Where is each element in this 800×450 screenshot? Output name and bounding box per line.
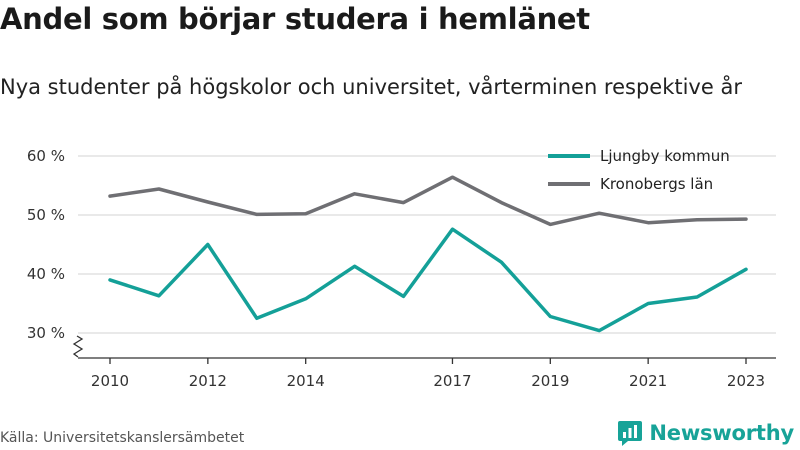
line-chart: 30 % 40 % 50 % 60 % 2010 2012 2014 2017 2019 2021… [27, 147, 776, 390]
legend-label: Kronobergs län [600, 175, 713, 193]
x-tick-label: 2017 [433, 372, 471, 390]
y-tick-label: 50 % [27, 206, 65, 224]
y-tick-label: 30 % [27, 324, 65, 342]
series-line-kronobergs-ln [108, 175, 748, 227]
brand-name: Newsworthy [649, 421, 794, 445]
x-tick-label: 2014 [287, 372, 325, 390]
x-tick-label: 2010 [91, 372, 129, 390]
chart-title: Andel som börjar studera i hemlänet [0, 2, 590, 36]
legend-label: Ljungby kommun [600, 147, 730, 165]
source-note: Källa: Universitetskanslersämbetet [0, 430, 245, 446]
y-tick-label: 40 % [27, 265, 65, 283]
series-line-ljungby-kommun [108, 227, 748, 333]
x-tick-label: 2023 [727, 372, 765, 390]
chart-subtitle: Nya studenter på högskolor och universit… [0, 75, 742, 99]
axis-break-marker [72, 335, 84, 358]
x-tick-label: 2021 [629, 372, 667, 390]
x-tick-label: 2012 [189, 372, 227, 390]
x-tick-label: 2019 [531, 372, 569, 390]
y-tick-label: 60 % [27, 147, 65, 165]
newsworthy-logo: Newsworthy [617, 420, 794, 446]
newsworthy-logo-icon [618, 421, 643, 446]
